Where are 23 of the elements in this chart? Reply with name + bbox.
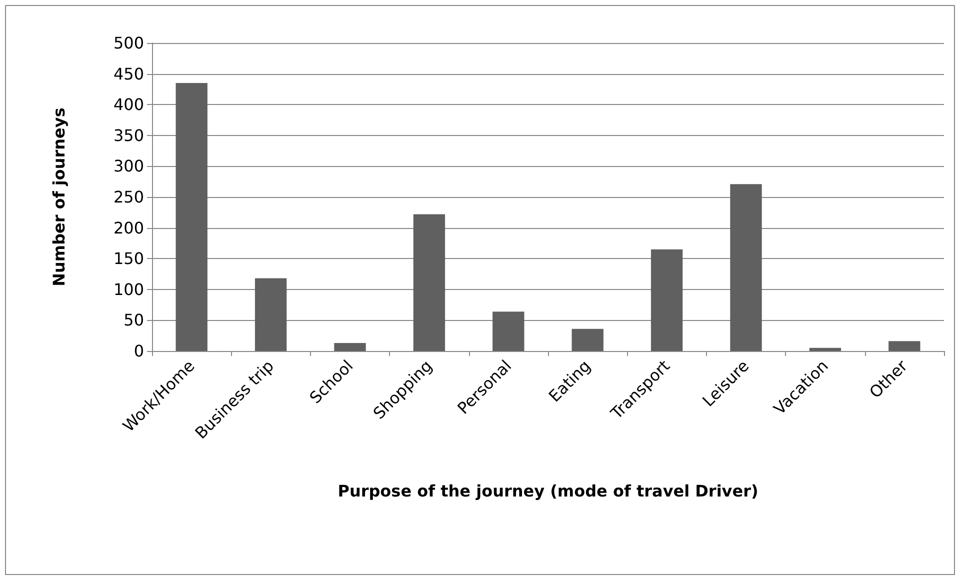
y-tick-label: 500 [113,34,144,52]
bar [413,214,446,351]
y-tick-label: 400 [113,95,144,114]
x-axis-title: Purpose of the journey (mode of travel Driver) [338,482,758,500]
y-tick-label: 0 [134,342,144,360]
bar [254,278,287,351]
y-tick-label: 450 [113,64,144,84]
bar [730,184,762,351]
bar [809,348,842,351]
y-tick-label: 100 [113,280,144,299]
y-tick-label: 300 [113,156,144,176]
y-axis-title: Number of journeys [50,108,68,286]
y-tick-label: 50 [124,310,144,330]
y-tick-label: 200 [113,218,144,238]
bar [334,342,366,351]
bar [888,341,920,351]
bar [650,249,683,351]
y-tick-label: 150 [113,249,144,268]
bar [492,312,524,351]
y-tick-label: 350 [113,126,144,145]
bar [572,328,604,351]
bar [176,83,208,351]
y-tick-label: 250 [113,188,144,206]
